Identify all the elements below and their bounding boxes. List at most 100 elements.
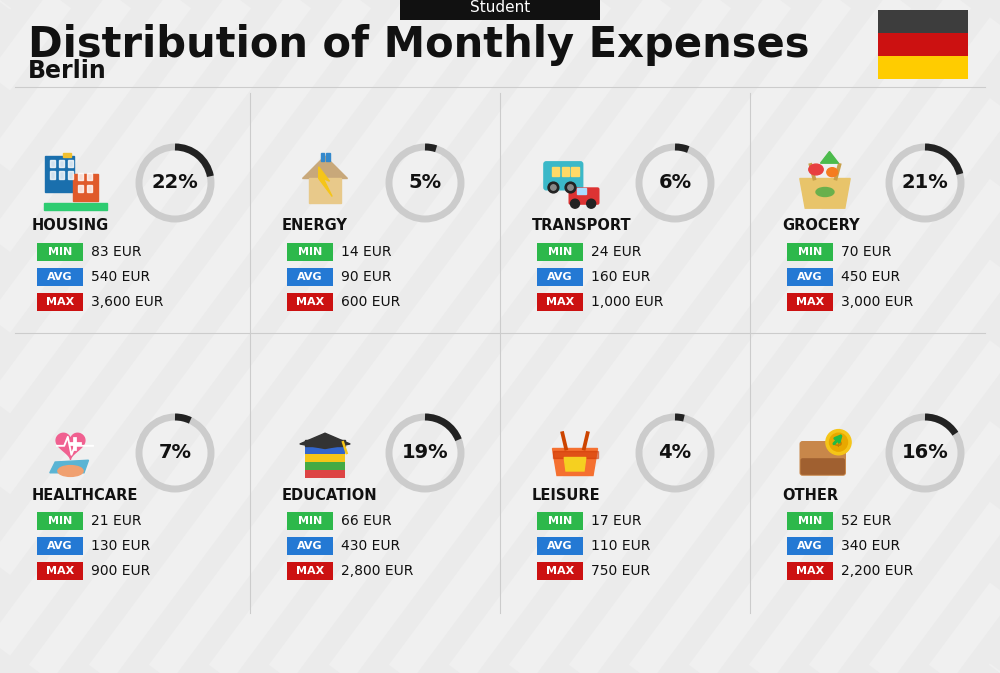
FancyBboxPatch shape <box>400 0 600 20</box>
Bar <box>68 172 73 178</box>
FancyBboxPatch shape <box>287 537 333 555</box>
Bar <box>78 173 83 180</box>
Bar <box>326 153 330 160</box>
Circle shape <box>548 182 559 193</box>
Bar <box>571 167 579 176</box>
FancyBboxPatch shape <box>37 293 83 311</box>
Circle shape <box>587 199 596 208</box>
Circle shape <box>826 429 851 455</box>
FancyBboxPatch shape <box>37 537 83 555</box>
Bar <box>305 439 345 446</box>
Text: ENERGY: ENERGY <box>282 219 348 234</box>
Text: MAX: MAX <box>46 566 74 576</box>
FancyBboxPatch shape <box>878 56 968 79</box>
Bar <box>320 153 324 160</box>
Text: 90 EUR: 90 EUR <box>341 270 392 284</box>
Text: Student: Student <box>470 0 530 15</box>
Bar <box>50 172 55 178</box>
Text: 4%: 4% <box>658 444 692 462</box>
Bar <box>68 160 73 167</box>
Bar <box>309 178 341 203</box>
FancyBboxPatch shape <box>878 33 968 56</box>
Polygon shape <box>302 156 348 178</box>
FancyBboxPatch shape <box>787 268 833 286</box>
Circle shape <box>568 185 573 190</box>
FancyBboxPatch shape <box>787 537 833 555</box>
Polygon shape <box>820 151 838 163</box>
FancyBboxPatch shape <box>800 441 846 476</box>
FancyBboxPatch shape <box>537 293 583 311</box>
Ellipse shape <box>827 168 838 177</box>
FancyBboxPatch shape <box>537 243 583 261</box>
Ellipse shape <box>58 466 83 476</box>
Ellipse shape <box>816 188 834 197</box>
Text: 5%: 5% <box>408 174 442 192</box>
Polygon shape <box>319 167 332 197</box>
FancyBboxPatch shape <box>37 243 83 261</box>
Bar <box>552 167 559 176</box>
Text: MIN: MIN <box>298 247 322 257</box>
Text: 21 EUR: 21 EUR <box>91 514 142 528</box>
Text: AVG: AVG <box>797 272 823 282</box>
FancyBboxPatch shape <box>537 537 583 555</box>
Bar <box>562 167 569 176</box>
Text: AVG: AVG <box>547 272 573 282</box>
FancyBboxPatch shape <box>37 512 83 530</box>
Bar <box>63 153 70 157</box>
Text: 600 EUR: 600 EUR <box>341 295 400 309</box>
FancyBboxPatch shape <box>305 470 345 479</box>
Bar <box>577 188 586 194</box>
Text: 24 EUR: 24 EUR <box>591 245 641 259</box>
FancyBboxPatch shape <box>37 562 83 580</box>
Text: GROCERY: GROCERY <box>782 219 860 234</box>
Text: 66 EUR: 66 EUR <box>341 514 392 528</box>
Text: AVG: AVG <box>47 541 73 551</box>
FancyBboxPatch shape <box>305 454 345 462</box>
Text: 21%: 21% <box>902 174 948 192</box>
Polygon shape <box>800 178 850 208</box>
Circle shape <box>830 433 848 451</box>
Text: AVG: AVG <box>547 541 573 551</box>
Text: OTHER: OTHER <box>782 487 838 503</box>
Text: 2,800 EUR: 2,800 EUR <box>341 564 413 578</box>
Text: HEALTHCARE: HEALTHCARE <box>32 487 138 503</box>
Text: MAX: MAX <box>546 566 574 576</box>
Text: 16%: 16% <box>902 444 948 462</box>
Text: 7%: 7% <box>158 444 192 462</box>
Text: MAX: MAX <box>296 566 324 576</box>
FancyBboxPatch shape <box>287 243 333 261</box>
FancyBboxPatch shape <box>878 10 968 33</box>
Text: 70 EUR: 70 EUR <box>841 245 891 259</box>
Circle shape <box>570 199 580 208</box>
Text: 14 EUR: 14 EUR <box>341 245 392 259</box>
Bar <box>44 203 106 210</box>
Text: 110 EUR: 110 EUR <box>591 539 650 553</box>
Text: 19%: 19% <box>402 444 448 462</box>
FancyBboxPatch shape <box>568 187 600 205</box>
Text: Berlin: Berlin <box>28 59 107 83</box>
Ellipse shape <box>809 164 823 175</box>
Text: 17 EUR: 17 EUR <box>591 514 642 528</box>
Polygon shape <box>552 448 598 476</box>
FancyBboxPatch shape <box>305 462 345 470</box>
Text: LEISURE: LEISURE <box>532 487 601 503</box>
Text: AVG: AVG <box>297 272 323 282</box>
FancyBboxPatch shape <box>287 268 333 286</box>
Text: MAX: MAX <box>296 297 324 307</box>
FancyBboxPatch shape <box>800 458 845 474</box>
Text: AVG: AVG <box>797 541 823 551</box>
FancyBboxPatch shape <box>37 268 83 286</box>
FancyBboxPatch shape <box>287 512 333 530</box>
Bar <box>73 174 98 201</box>
Bar <box>45 156 74 192</box>
Text: MIN: MIN <box>548 247 572 257</box>
Text: 83 EUR: 83 EUR <box>91 245 142 259</box>
FancyBboxPatch shape <box>537 512 583 530</box>
Text: 340 EUR: 340 EUR <box>841 539 900 553</box>
Circle shape <box>565 182 576 193</box>
Text: MIN: MIN <box>798 516 822 526</box>
Text: 900 EUR: 900 EUR <box>91 564 150 578</box>
Text: HOUSING: HOUSING <box>32 219 109 234</box>
Text: MAX: MAX <box>546 297 574 307</box>
Text: EDUCATION: EDUCATION <box>282 487 378 503</box>
